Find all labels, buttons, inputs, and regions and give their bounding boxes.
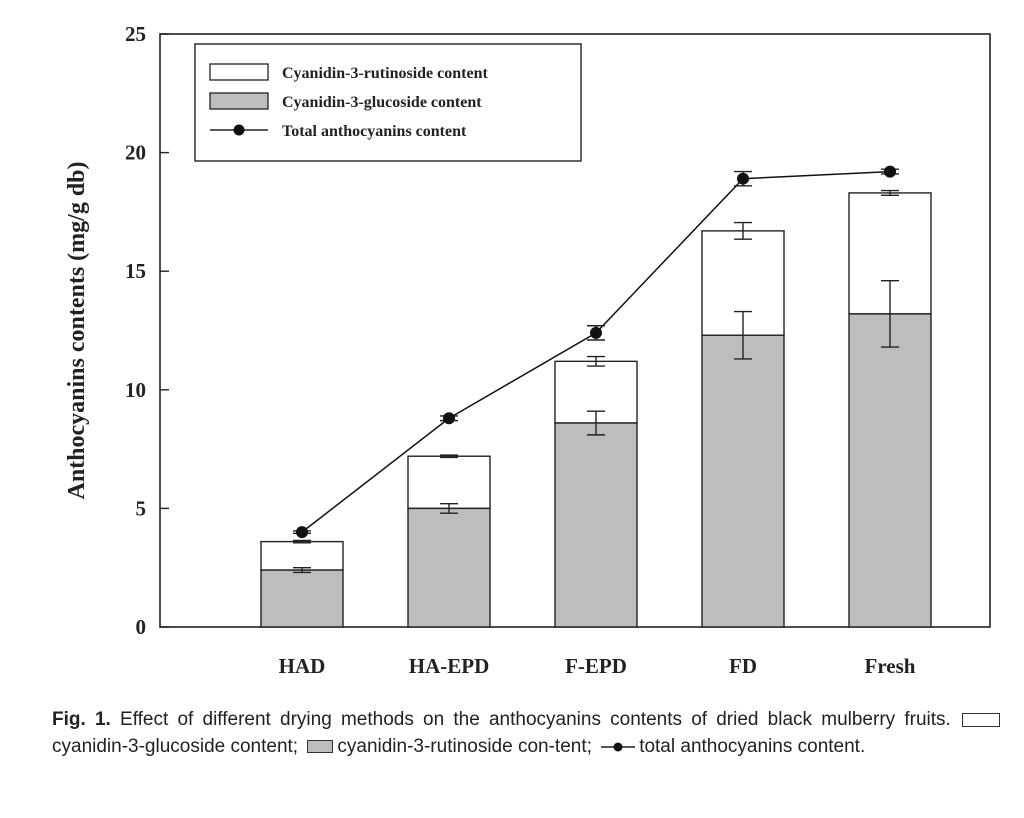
chart-figure: 0 5 10 15 20 25 Anthocyanins contents (mg/g db… <box>64 22 991 678</box>
total-point <box>737 172 749 185</box>
caption-text: Effect of different drying methods on th… <box>120 709 951 730</box>
y-tick-label: 20 <box>125 141 146 165</box>
line-layer <box>293 165 899 539</box>
y-tick-label: 0 <box>136 615 147 639</box>
x-tick-label: HAD <box>279 654 326 678</box>
caption-label: Fig. 1. <box>52 709 111 730</box>
total-point <box>296 526 308 539</box>
caption-open-swatch-icon <box>962 712 1000 727</box>
legend-label: Cyanidin-3-rutinoside content <box>282 65 488 82</box>
x-tick-label: FD <box>729 654 757 678</box>
legend-label: Total anthocyanins content <box>282 123 467 140</box>
figure-caption: Fig. 1. Effect of different drying metho… <box>52 706 1002 760</box>
bar-rutinoside <box>407 455 491 510</box>
legend-bar-swatch <box>209 63 269 81</box>
y-axis-title: Anthocyanins contents (mg/g db) <box>64 161 90 499</box>
bar-glucoside <box>701 334 785 628</box>
legend-bar-swatch <box>209 92 269 110</box>
bar-glucoside <box>848 313 932 628</box>
axes: 0 5 10 15 20 25 Anthocyanins contents (mg/g db… <box>64 22 991 678</box>
bar-rutinoside <box>260 540 344 571</box>
total-point <box>590 326 602 339</box>
bars-layer <box>260 189 932 628</box>
x-tick-label: HA-EPD <box>409 654 490 678</box>
legend-line-marker <box>233 124 245 136</box>
caption-item-2: cyanidin-3-rutinoside con-tent; <box>337 736 592 757</box>
bar-glucoside <box>407 507 491 628</box>
total-point <box>884 165 896 178</box>
y-tick-label: 25 <box>125 22 146 46</box>
bar-glucoside <box>260 569 344 628</box>
y-tick-label: 10 <box>125 378 146 402</box>
x-tick-label: F-EPD <box>565 654 627 678</box>
y-tick-label: 15 <box>125 259 146 283</box>
caption-item-3: total anthocyanins content. <box>639 736 866 757</box>
caption-grey-swatch-icon <box>307 740 334 754</box>
chart-svg: 0 5 10 15 20 25 Anthocyanins contents (mg/g db… <box>64 22 991 678</box>
caption-item-1: cyanidin-3-glucoside content; <box>52 736 299 757</box>
x-tick-label: Fresh <box>865 654 916 678</box>
bar-glucoside <box>554 422 638 628</box>
y-tick-label: 5 <box>136 496 147 520</box>
legend-label: Cyanidin-3-glucoside content <box>282 94 482 111</box>
legend: Cyanidin-3-rutinoside content Cyanidin-3-… <box>194 43 582 162</box>
total-point <box>443 412 455 425</box>
caption-line-marker-icon <box>601 742 636 752</box>
